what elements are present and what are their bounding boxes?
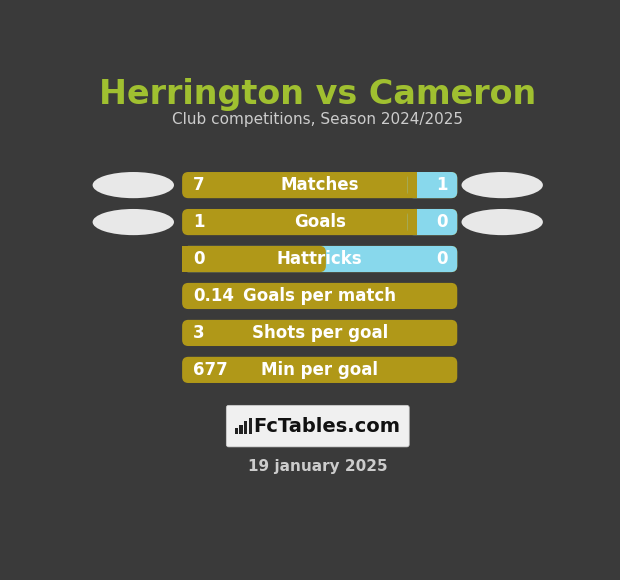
Text: Goals: Goals xyxy=(294,213,345,231)
FancyBboxPatch shape xyxy=(182,283,458,309)
Text: Matches: Matches xyxy=(280,176,359,194)
Text: Min per goal: Min per goal xyxy=(261,361,378,379)
FancyBboxPatch shape xyxy=(226,405,409,447)
Text: 0: 0 xyxy=(193,250,205,268)
Text: Hattricks: Hattricks xyxy=(277,250,363,268)
FancyBboxPatch shape xyxy=(182,246,326,272)
Bar xyxy=(408,209,417,235)
Text: 19 january 2025: 19 january 2025 xyxy=(248,459,388,474)
Bar xyxy=(235,427,238,434)
Text: 0: 0 xyxy=(436,213,448,231)
Ellipse shape xyxy=(461,172,543,198)
Ellipse shape xyxy=(92,172,174,198)
Ellipse shape xyxy=(92,209,174,235)
Text: 0.14: 0.14 xyxy=(193,287,234,305)
Ellipse shape xyxy=(461,209,543,235)
Text: Shots per goal: Shots per goal xyxy=(252,324,388,342)
Text: FcTables.com: FcTables.com xyxy=(254,416,401,436)
FancyBboxPatch shape xyxy=(408,172,458,198)
Bar xyxy=(182,246,320,272)
Text: 677: 677 xyxy=(193,361,228,379)
Text: Goals per match: Goals per match xyxy=(243,287,396,305)
Text: 7: 7 xyxy=(193,176,205,194)
Text: 0: 0 xyxy=(436,250,448,268)
FancyBboxPatch shape xyxy=(182,246,458,272)
Text: 3: 3 xyxy=(193,324,205,342)
Text: 1: 1 xyxy=(436,176,448,194)
Bar xyxy=(408,172,417,198)
FancyBboxPatch shape xyxy=(182,357,458,383)
Bar xyxy=(239,425,242,434)
Bar xyxy=(244,422,247,434)
Text: 1: 1 xyxy=(193,213,205,231)
FancyBboxPatch shape xyxy=(182,320,458,346)
FancyBboxPatch shape xyxy=(182,209,458,235)
Text: Herrington vs Cameron: Herrington vs Cameron xyxy=(99,78,536,111)
Text: Club competitions, Season 2024/2025: Club competitions, Season 2024/2025 xyxy=(172,112,463,127)
FancyBboxPatch shape xyxy=(182,246,458,272)
FancyBboxPatch shape xyxy=(408,209,458,235)
FancyBboxPatch shape xyxy=(182,172,458,198)
Bar xyxy=(249,418,252,434)
